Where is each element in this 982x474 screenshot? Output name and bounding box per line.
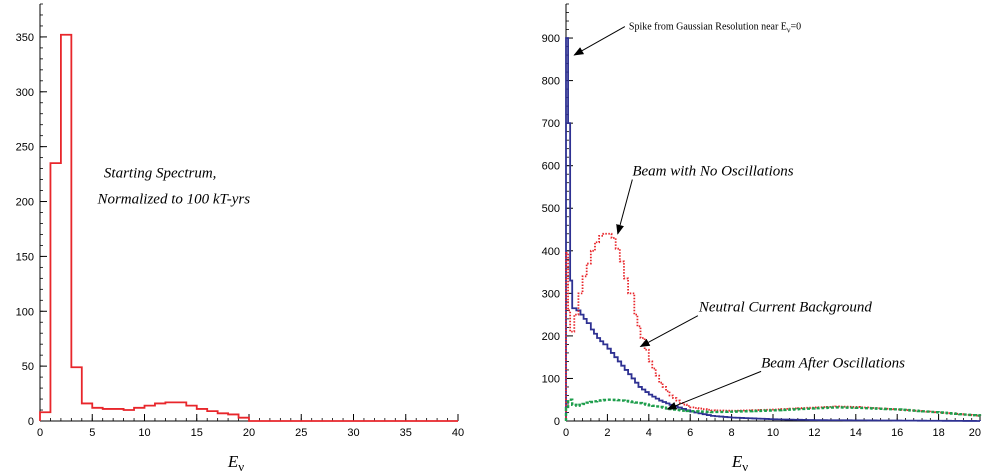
- series-line-beam-with-no-oscillations: [565, 232, 981, 421]
- chart-right: 0 100 200 300 400 500 600 700 800 900 0 2 4 6 8 10 12 14…: [542, 3, 982, 474]
- left-x-axis-label: Eν: [227, 452, 244, 474]
- y-tick-label: 0: [28, 416, 34, 428]
- series-line-beam-after-oscillations: [564, 398, 982, 421]
- x-tick-label: 0: [37, 427, 43, 439]
- y-tick-label: 0: [554, 416, 560, 428]
- y-tick-label: 200: [16, 197, 34, 209]
- x-tick-label: 4: [646, 427, 652, 439]
- y-tick-label: 400: [542, 246, 560, 258]
- annotation-arrow: [573, 26, 626, 56]
- annotation-arrow: [639, 315, 699, 348]
- x-tick-label: 6: [687, 427, 693, 439]
- x-tick-label: 2: [604, 427, 610, 439]
- x-tick-label: 16: [891, 427, 903, 439]
- left-y-axis: 0 50 100 150 200 250 300 350: [16, 3, 47, 428]
- chart-left: 0 50 100 150 200 250 300 350 0 5 10 15 20 25 30 35 40 S…: [16, 3, 464, 474]
- annotation-arrow: [616, 179, 633, 235]
- x-tick-label: 0: [563, 427, 569, 439]
- y-tick-label: 50: [22, 361, 34, 373]
- x-tick-label: 12: [808, 427, 820, 439]
- left-annotations: Starting Spectrum, Normalized to 100 kT-y…: [96, 165, 250, 207]
- x-tick-label: 8: [729, 427, 735, 439]
- left-x-axis: 0 5 10 15 20 25 30 35 40: [37, 414, 464, 439]
- annotation-arrow: [666, 370, 762, 410]
- y-tick-label: 100: [16, 306, 34, 318]
- y-tick-label: 300: [542, 288, 560, 300]
- x-tick-label: 25: [295, 427, 307, 439]
- x-tick-label: 40: [452, 427, 464, 439]
- annotation-label: Beam with No Oscillations: [632, 163, 793, 179]
- x-tick-label: 14: [850, 427, 862, 439]
- series-line-starting-spectrum: [39, 33, 458, 422]
- y-tick-label: 900: [542, 33, 560, 45]
- x-tick-label: 20: [969, 427, 981, 439]
- x-tick-label: 15: [191, 427, 203, 439]
- y-tick-label: 200: [542, 331, 560, 343]
- annotation-label: Beam After Oscillations: [761, 355, 905, 371]
- y-tick-label: 600: [542, 161, 560, 173]
- annotation-label: Neutral Current Background: [698, 300, 873, 316]
- annotation-label: Normalized to 100 kT-yrs: [96, 192, 250, 208]
- y-tick-label: 350: [16, 32, 34, 44]
- x-tick-label: 5: [89, 427, 95, 439]
- x-tick-label: 18: [932, 427, 944, 439]
- annotation-label: Spike from Gaussian Resolution near Eν=0: [629, 22, 801, 35]
- x-tick-label: 20: [243, 427, 255, 439]
- x-tick-label: 10: [138, 427, 150, 439]
- annotation-label: Starting Spectrum,: [104, 165, 217, 181]
- right-annotations: Spike from Gaussian Resolution near Eν=0…: [573, 22, 905, 410]
- right-x-axis-label: Eν: [731, 452, 748, 474]
- y-tick-label: 150: [16, 251, 34, 263]
- right-x-axis: 0 2 4 6 8 10 12 14 16 18 20: [563, 414, 981, 439]
- x-tick-label: 30: [347, 427, 359, 439]
- y-tick-label: 250: [16, 142, 34, 154]
- y-tick-label: 800: [542, 76, 560, 88]
- left-series-group: [39, 33, 458, 422]
- right-series-group: [564, 37, 982, 422]
- y-tick-label: 300: [16, 87, 34, 99]
- x-tick-label: 35: [400, 427, 412, 439]
- y-tick-label: 700: [542, 118, 560, 130]
- x-tick-label: 10: [767, 427, 779, 439]
- series-line-neutral-current-background: [565, 37, 981, 422]
- y-tick-label: 100: [542, 373, 560, 385]
- y-tick-label: 500: [542, 203, 560, 215]
